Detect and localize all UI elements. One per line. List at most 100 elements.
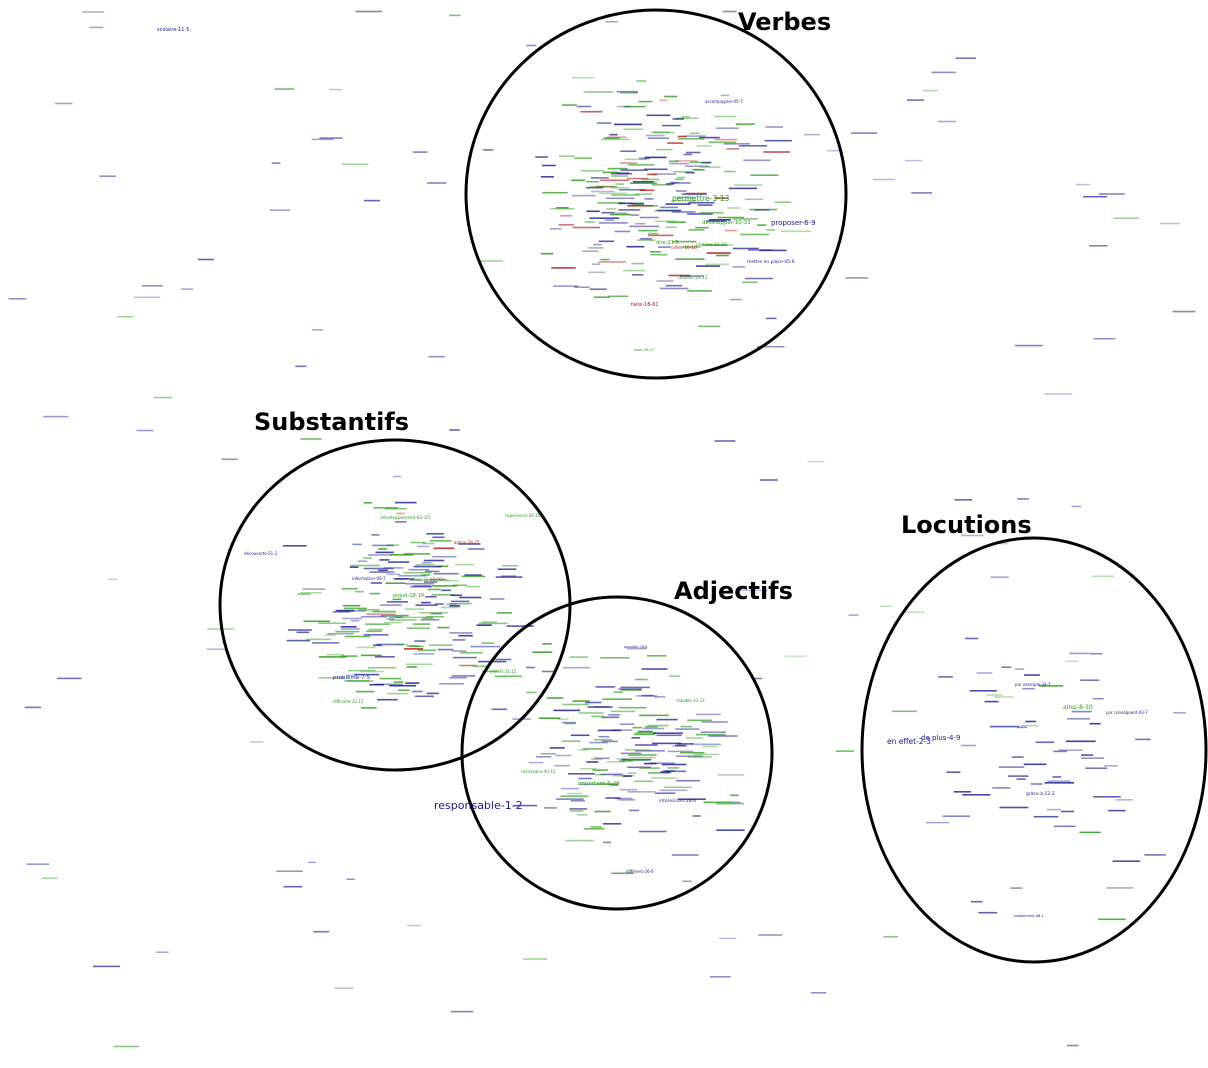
word-node: par exemple-34-7 xyxy=(1015,682,1051,687)
minor-word-node xyxy=(392,475,402,478)
minor-word-node xyxy=(1098,193,1125,195)
minor-word-node xyxy=(636,695,658,697)
minor-word-node xyxy=(616,90,638,93)
minor-word-node xyxy=(360,654,382,657)
minor-word-node xyxy=(1052,776,1062,778)
word-node: développer-10-33 xyxy=(702,219,751,226)
minor-word-node xyxy=(554,764,570,767)
minor-word-node xyxy=(588,271,606,274)
minor-word-node xyxy=(727,207,741,209)
minor-word-node xyxy=(735,123,755,125)
minor-word-node xyxy=(24,706,42,709)
minor-word-node xyxy=(582,250,599,252)
minor-word-node xyxy=(644,762,657,765)
minor-word-node xyxy=(388,561,409,563)
minor-word-node xyxy=(536,756,552,758)
minor-word-node xyxy=(415,695,434,698)
minor-word-node xyxy=(720,94,729,97)
minor-word-node xyxy=(496,612,512,614)
minor-word-node xyxy=(206,648,227,650)
minor-word-node xyxy=(1093,337,1116,340)
minor-word-node xyxy=(611,175,629,177)
minor-word-node xyxy=(677,135,687,138)
minor-word-node xyxy=(1089,245,1108,247)
word-node: information-06-7 xyxy=(352,576,386,581)
minor-word-node xyxy=(672,118,684,120)
minor-word-node xyxy=(422,617,433,619)
minor-word-node xyxy=(1017,498,1029,500)
minor-word-node xyxy=(577,749,588,751)
minor-word-node xyxy=(706,252,731,254)
minor-word-node xyxy=(386,601,409,603)
minor-word-node xyxy=(1172,310,1196,313)
minor-word-node xyxy=(1112,860,1141,862)
minor-word-node xyxy=(618,209,641,211)
minor-word-node xyxy=(970,900,983,903)
minor-word-node xyxy=(287,629,312,631)
minor-word-node xyxy=(695,733,726,736)
minor-word-node xyxy=(99,175,116,177)
minor-word-node xyxy=(367,666,397,669)
minor-word-node xyxy=(613,212,628,214)
minor-word-node xyxy=(577,814,588,816)
minor-word-node xyxy=(495,576,523,578)
minor-word-node xyxy=(872,178,896,181)
minor-word-node xyxy=(685,165,710,167)
minor-word-node xyxy=(432,555,457,558)
minor-word-node xyxy=(714,197,728,199)
minor-word-node xyxy=(648,232,659,235)
word-node: intéressant-28-6 xyxy=(659,797,696,804)
minor-word-node xyxy=(706,220,727,222)
minor-word-node xyxy=(623,759,649,761)
minor-word-node xyxy=(318,656,347,658)
minor-word-node xyxy=(1085,767,1108,769)
minor-word-node xyxy=(440,606,460,609)
minor-word-node xyxy=(925,821,950,824)
minor-word-node xyxy=(584,701,602,704)
minor-word-node xyxy=(312,642,340,644)
minor-word-node xyxy=(626,647,647,650)
minor-word-node xyxy=(629,202,644,205)
word-node: différent-26-6 xyxy=(626,869,654,874)
minor-word-node xyxy=(365,623,391,625)
minor-word-node xyxy=(758,934,783,936)
minor-word-node xyxy=(676,743,694,745)
minor-word-node xyxy=(568,773,595,775)
minor-word-node xyxy=(984,700,999,703)
minor-word-node xyxy=(629,809,640,812)
minor-word-node xyxy=(620,752,642,755)
minor-word-node xyxy=(1071,505,1082,508)
minor-word-node xyxy=(615,797,633,800)
word-node: en effet-2-3 xyxy=(887,737,931,746)
word-node: projet-18-19 xyxy=(393,593,424,599)
minor-word-node xyxy=(641,668,668,670)
minor-word-node xyxy=(692,815,701,817)
minor-word-node xyxy=(398,575,427,577)
minor-word-node xyxy=(645,134,665,137)
minor-word-node xyxy=(604,137,620,139)
minor-word-node xyxy=(343,607,367,610)
minor-word-node xyxy=(681,193,707,195)
minor-word-node xyxy=(730,794,739,797)
minor-word-node xyxy=(452,656,477,659)
minor-word-node xyxy=(647,772,670,774)
minor-word-node xyxy=(153,396,172,399)
minor-word-node xyxy=(673,170,693,173)
minor-word-node xyxy=(338,610,367,612)
minor-word-node xyxy=(460,651,483,654)
minor-word-node xyxy=(415,564,436,566)
minor-word-node xyxy=(636,80,647,82)
minor-word-node xyxy=(593,296,611,298)
minor-word-node xyxy=(578,712,604,714)
minor-word-node xyxy=(593,757,610,760)
minor-word-node xyxy=(311,138,334,141)
minor-word-node xyxy=(708,735,738,737)
minor-word-node xyxy=(398,689,410,691)
minor-word-node xyxy=(699,136,720,139)
minor-word-node xyxy=(425,615,445,618)
minor-word-node xyxy=(373,507,398,509)
minor-word-node xyxy=(632,274,644,276)
minor-word-node xyxy=(340,628,360,630)
minor-word-node xyxy=(644,156,667,159)
minor-word-node xyxy=(1144,854,1166,856)
